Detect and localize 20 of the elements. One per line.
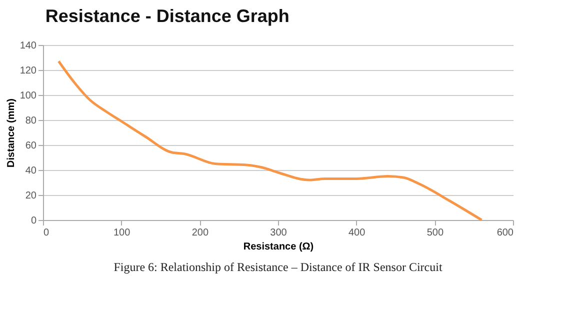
y-tick-label: 0 bbox=[30, 216, 37, 226]
y-axis-title: Distance (mm) bbox=[6, 98, 17, 168]
x-tick-label: 100 bbox=[113, 228, 131, 238]
x-tick-label: 500 bbox=[426, 228, 444, 238]
y-tick-label: 60 bbox=[25, 140, 37, 152]
line-series bbox=[57, 60, 483, 222]
x-tick-label: 0 bbox=[44, 228, 50, 238]
x-tick-label: 600 bbox=[496, 228, 514, 238]
x-tick-label: 400 bbox=[348, 228, 366, 238]
y-tick-label: 100 bbox=[20, 90, 37, 102]
y-tick-label: 20 bbox=[25, 190, 37, 202]
y-tick-label: 140 bbox=[20, 40, 37, 52]
x-tick-label: 200 bbox=[192, 228, 209, 238]
chart-title: Resistance - Distance Graph bbox=[45, 6, 290, 26]
y-tick-label: 80 bbox=[25, 116, 37, 126]
x-axis-title: Resistance (Ω) bbox=[243, 242, 314, 252]
y-tick-label: 40 bbox=[25, 166, 37, 176]
caption: Figure 6: Relationship of Resistance – Distance of IR Sensor Circuit bbox=[114, 260, 443, 274]
y-tick-label: 120 bbox=[20, 66, 37, 76]
x-tick-label: 300 bbox=[270, 228, 288, 238]
